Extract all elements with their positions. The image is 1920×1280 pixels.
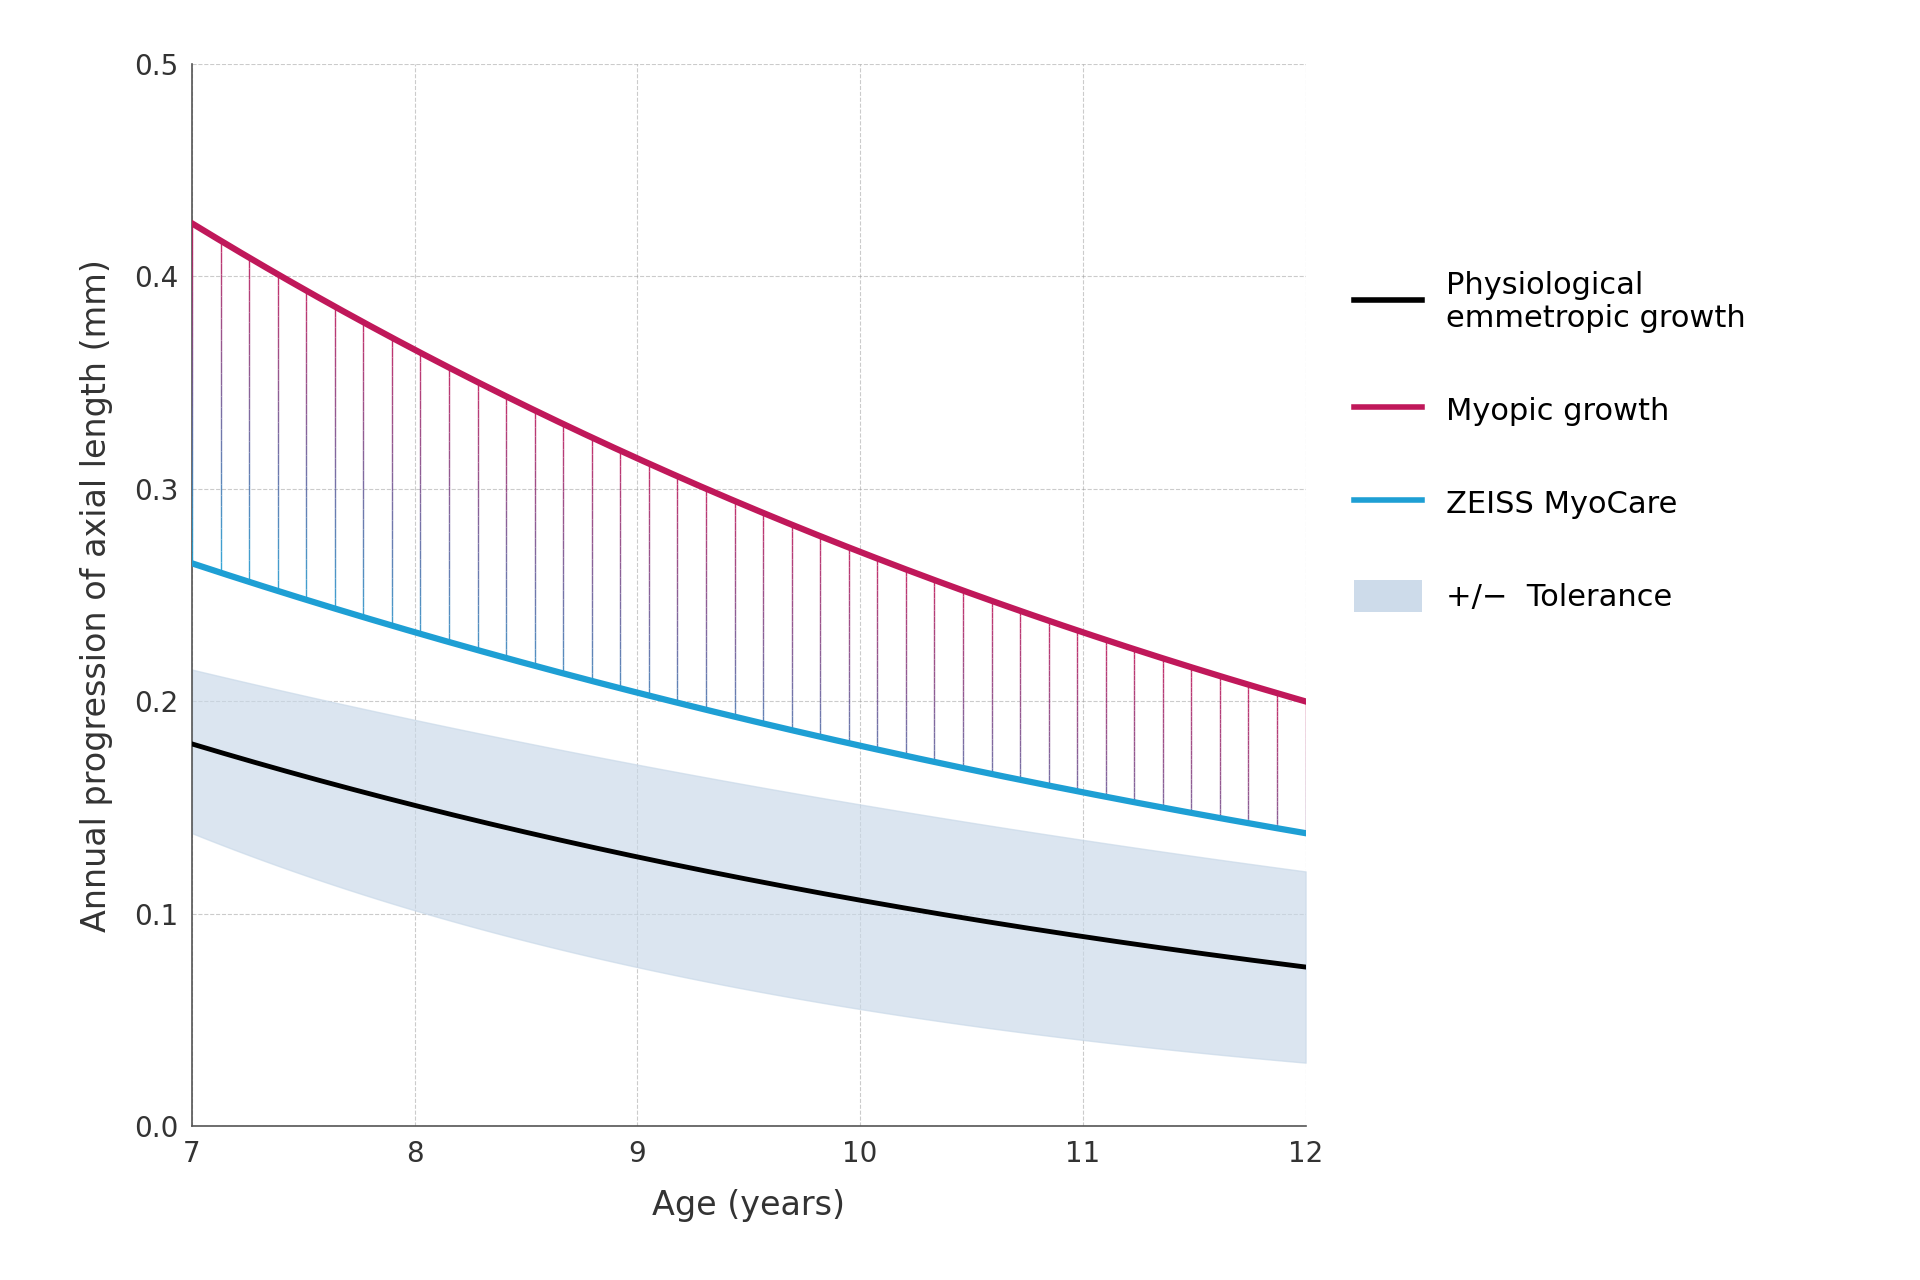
Legend: Physiological
emmetropic growth, Myopic growth, ZEISS MyoCare, +/−  Tolerance: Physiological emmetropic growth, Myopic … (1354, 270, 1745, 612)
Y-axis label: Annual progression of axial length (mm): Annual progression of axial length (mm) (81, 259, 113, 932)
X-axis label: Age (years): Age (years) (653, 1189, 845, 1222)
